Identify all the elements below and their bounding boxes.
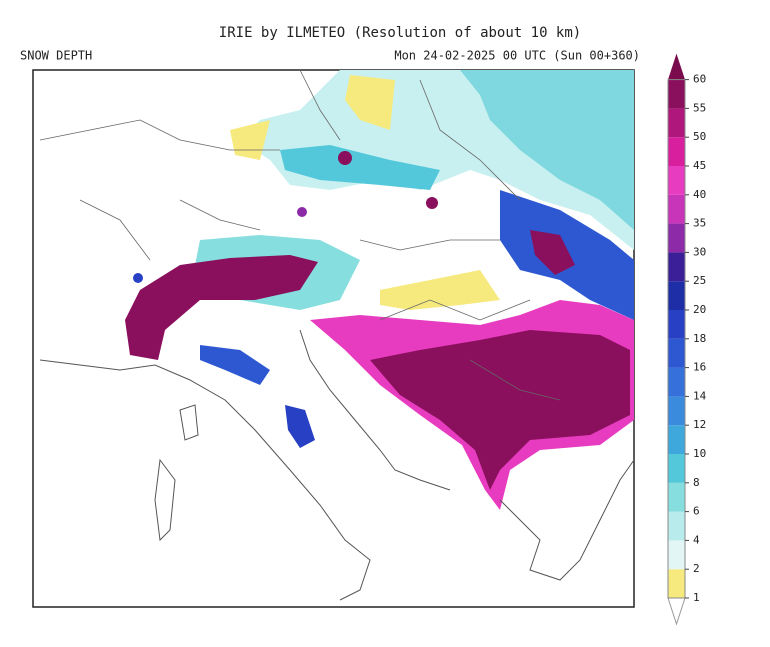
colorbar-segment — [668, 511, 685, 541]
snow-area — [426, 197, 438, 209]
snow-area — [338, 151, 352, 165]
colorbar-label: 20 — [693, 303, 706, 316]
colorbar-segment — [668, 108, 685, 138]
colorbar-segment — [668, 137, 685, 166]
coastline — [499, 459, 635, 581]
colorbar-label: 8 — [693, 476, 700, 489]
coastline — [39, 359, 371, 601]
snow-area — [530, 230, 575, 275]
border — [39, 69, 561, 401]
colorbar-segment — [668, 252, 685, 282]
snow-area — [370, 330, 630, 490]
colorbar-label: 1 — [693, 591, 700, 604]
colorbar-segment — [668, 310, 685, 339]
colorbar-label: 40 — [693, 188, 706, 201]
colorbar-label: 4 — [693, 533, 700, 546]
colorbar-label: 30 — [693, 245, 706, 258]
colorbar-tail — [667, 597, 686, 626]
colorbar-label: 6 — [693, 505, 700, 518]
valid-time: Mon 24-02-2025 00 UTC (Sun 00+360) — [394, 49, 640, 63]
colorbar-segment — [668, 425, 685, 454]
snow-area — [460, 70, 634, 230]
colorbar-segment — [668, 223, 685, 253]
colorbar-label: 60 — [693, 73, 706, 86]
snow-area — [297, 207, 307, 217]
colorbar-label: 55 — [693, 101, 706, 114]
colorbar-label: 18 — [693, 332, 706, 345]
snow-area — [280, 145, 440, 190]
colorbar-segment — [668, 194, 685, 224]
colorbar-label: 25 — [693, 274, 706, 287]
snow-area — [125, 255, 318, 360]
colorbar-label: 10 — [693, 447, 706, 460]
colorbar-segment — [668, 338, 685, 368]
snow-area — [285, 405, 315, 448]
field-label: SNOW DEPTH — [20, 49, 92, 63]
colorbar-label: 16 — [693, 361, 706, 374]
colorbar-label: 50 — [693, 130, 706, 143]
snow-area — [345, 75, 395, 130]
colorbar-label: 45 — [693, 159, 706, 172]
colorbar-label: 14 — [693, 389, 707, 402]
coastline — [179, 404, 199, 441]
colorbar-segment — [668, 540, 685, 570]
colorbar-label: 12 — [693, 418, 706, 431]
snow-area — [133, 273, 143, 283]
colorbar-segment — [668, 166, 685, 195]
colorbar-label: 35 — [693, 217, 706, 230]
colorbar-segment — [668, 482, 685, 512]
map — [32, 69, 635, 608]
colorbar-segment — [668, 79, 685, 109]
colorbar-segment — [668, 367, 685, 397]
coastline — [154, 458, 176, 542]
colorbar-segment — [668, 454, 685, 483]
colorbar-arrow — [668, 53, 685, 80]
colorbar-label: 2 — [693, 562, 700, 575]
colorbar-segment — [668, 281, 685, 310]
colorbar-segment — [668, 569, 685, 598]
colorbar-segment — [668, 396, 685, 426]
coastline — [299, 329, 451, 491]
snow-area — [200, 345, 270, 385]
snow-area — [380, 270, 500, 310]
title: IRIE by ILMETEO (Resolution of about 10 … — [219, 25, 581, 41]
